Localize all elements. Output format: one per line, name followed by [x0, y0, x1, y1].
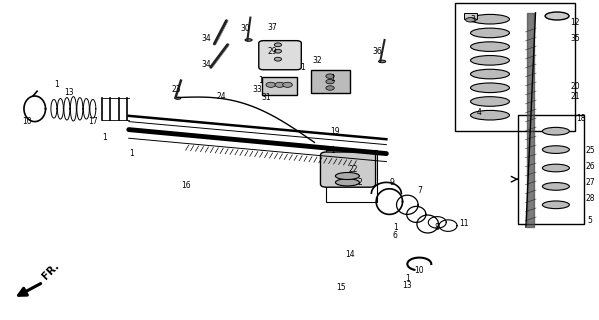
Text: 18: 18: [576, 114, 586, 123]
Text: 13: 13: [64, 88, 74, 97]
Bar: [311, 70, 350, 93]
Ellipse shape: [245, 39, 252, 41]
Circle shape: [326, 86, 334, 90]
Ellipse shape: [543, 127, 570, 135]
Ellipse shape: [543, 182, 570, 190]
Text: 1: 1: [405, 274, 410, 283]
Text: 31: 31: [262, 93, 271, 102]
Text: 13: 13: [403, 281, 412, 290]
Bar: [326, 150, 377, 202]
Text: 1: 1: [258, 76, 263, 84]
Text: 14: 14: [346, 250, 355, 259]
Ellipse shape: [543, 201, 570, 209]
Bar: [518, 115, 584, 224]
Ellipse shape: [545, 12, 569, 20]
Bar: [464, 13, 477, 19]
Text: 34: 34: [202, 34, 211, 43]
Text: FR.: FR.: [41, 261, 62, 282]
Text: 34: 34: [202, 60, 211, 68]
Ellipse shape: [175, 97, 181, 100]
Ellipse shape: [471, 69, 509, 79]
Text: 28: 28: [585, 194, 595, 203]
Text: 36: 36: [373, 47, 382, 56]
Text: 20: 20: [570, 82, 580, 91]
Text: 24: 24: [217, 92, 226, 100]
Ellipse shape: [471, 110, 509, 120]
Text: 11: 11: [459, 220, 469, 228]
Text: 1: 1: [129, 149, 134, 158]
Ellipse shape: [335, 179, 359, 186]
Text: 10: 10: [22, 117, 32, 126]
Text: 30: 30: [241, 24, 250, 33]
Ellipse shape: [379, 60, 386, 63]
FancyBboxPatch shape: [259, 41, 301, 70]
Text: 23: 23: [172, 85, 181, 94]
Ellipse shape: [471, 42, 509, 52]
Text: 16: 16: [181, 181, 190, 190]
Circle shape: [283, 82, 292, 87]
Ellipse shape: [471, 83, 509, 92]
Text: 1: 1: [102, 133, 107, 142]
Ellipse shape: [465, 18, 476, 22]
Text: 15: 15: [337, 284, 346, 292]
Ellipse shape: [471, 97, 509, 106]
Text: 2: 2: [357, 178, 362, 187]
Text: 7: 7: [417, 186, 422, 195]
Bar: [262, 77, 297, 95]
Text: 1: 1: [300, 63, 305, 72]
Text: 5: 5: [588, 216, 592, 225]
Circle shape: [274, 43, 282, 47]
FancyBboxPatch shape: [320, 152, 376, 187]
Text: 1: 1: [330, 74, 335, 83]
Circle shape: [275, 82, 285, 87]
Text: 3: 3: [471, 15, 476, 24]
Text: 12: 12: [570, 18, 580, 27]
Text: 22: 22: [349, 165, 358, 174]
Text: 29: 29: [268, 47, 277, 56]
Text: 10: 10: [415, 266, 424, 275]
Ellipse shape: [471, 56, 509, 65]
Circle shape: [266, 82, 276, 87]
Ellipse shape: [471, 14, 509, 24]
Text: 17: 17: [88, 117, 98, 126]
Text: 32: 32: [313, 56, 322, 65]
Bar: [455, 3, 575, 131]
Text: 1: 1: [330, 146, 335, 155]
Ellipse shape: [543, 164, 570, 172]
Text: 25: 25: [585, 146, 595, 155]
Ellipse shape: [471, 28, 509, 38]
Text: 26: 26: [585, 162, 595, 171]
Text: 19: 19: [331, 127, 340, 136]
Text: 6: 6: [393, 231, 398, 240]
Text: 21: 21: [570, 92, 580, 100]
Text: 4: 4: [477, 108, 482, 116]
Text: 1: 1: [393, 223, 398, 232]
Ellipse shape: [543, 146, 570, 154]
Circle shape: [326, 74, 334, 78]
Circle shape: [326, 79, 334, 84]
Circle shape: [274, 49, 282, 53]
Text: 9: 9: [390, 178, 395, 187]
Circle shape: [274, 57, 282, 61]
Text: 8: 8: [435, 223, 440, 232]
Text: 27: 27: [585, 178, 595, 187]
Text: 35: 35: [570, 34, 580, 43]
Text: 33: 33: [253, 85, 262, 94]
Text: 1: 1: [55, 80, 59, 89]
Text: 37: 37: [268, 23, 277, 32]
Ellipse shape: [335, 172, 359, 180]
